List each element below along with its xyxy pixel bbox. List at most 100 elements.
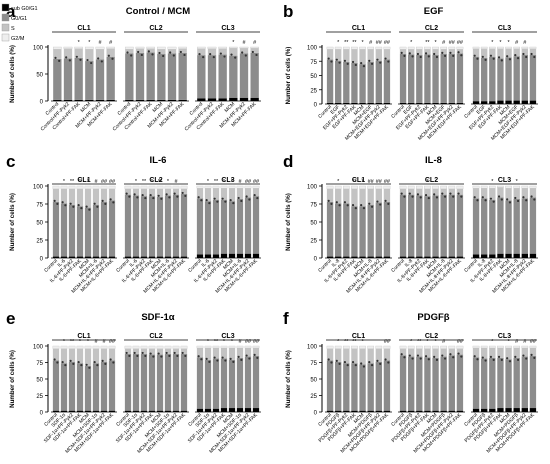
replicate-dot (354, 207, 357, 210)
replicate-dot (198, 53, 201, 56)
bar-segment-g2m (68, 185, 76, 190)
replicate-dot (362, 207, 366, 210)
bar-segment-g2m (440, 185, 448, 190)
bar-segment-g2m (415, 46, 423, 50)
bar-segment-g2m (334, 185, 342, 190)
bar-segment-sub-g0g1 (218, 98, 227, 101)
replicate-dot (449, 192, 452, 195)
bar-segment-s (146, 48, 155, 53)
bar-segment-s (244, 347, 252, 357)
replicate-dot (351, 361, 355, 364)
bar-segment-s (220, 188, 228, 200)
bar-segment-g2m (108, 185, 116, 190)
bar-segment-g0g1 (252, 355, 260, 409)
bar-segment-g0g1 (375, 361, 382, 411)
legend-swatch (1, 23, 10, 32)
bar-segment-g0g1 (351, 206, 358, 257)
bar-segment-sub-g0g1 (326, 102, 334, 104)
significance-marker: # (515, 339, 519, 345)
bar-segment-s (335, 348, 342, 362)
bar-segment-g2m (407, 46, 415, 50)
significance-marker: * (507, 339, 510, 345)
bar-segment-s (252, 188, 260, 197)
bar-segment-sub-g0g1 (125, 99, 134, 101)
bar-segment-sub-g0g1 (416, 102, 423, 104)
significance-marker: ## (368, 179, 375, 185)
bar-segment-g0g1 (424, 196, 431, 257)
replicate-dot (419, 196, 422, 199)
bar-segment-s (156, 188, 164, 197)
bar-segment-g2m (74, 46, 83, 49)
bar-segment-g0g1 (351, 62, 358, 103)
significance-marker: # (242, 40, 246, 46)
significance-marker: * (491, 339, 494, 345)
bar-segment-s (440, 49, 447, 54)
legend-label: G2/M (11, 36, 25, 42)
significance-marker: * (361, 40, 364, 46)
bar-segment-g0g1 (383, 201, 391, 257)
bar-segment-g0g1 (204, 201, 212, 255)
bar-segment-s (424, 188, 431, 197)
bar-segment-sub-g0g1 (228, 253, 236, 258)
bar-segment-sub-g0g1 (172, 256, 180, 258)
replicate-dot (61, 361, 64, 364)
bar-segment-g0g1 (220, 358, 228, 409)
bar-segment-g2m (472, 46, 480, 49)
replicate-dot (128, 354, 131, 358)
replicate-dot (354, 364, 357, 367)
panel-letter: f (283, 309, 289, 328)
significance-marker: # (442, 40, 446, 46)
bar-segment-g2m (236, 345, 244, 349)
bar-segment-g2m (472, 185, 480, 189)
bar-segment-g0g1 (456, 354, 464, 411)
bar-segment-g2m (375, 185, 383, 190)
bar-segment-sub-g0g1 (416, 410, 423, 412)
bar-segment-s (228, 347, 236, 360)
replicate-dot (256, 196, 259, 200)
bar-segment-s (432, 348, 439, 358)
replicate-dot (169, 51, 172, 54)
replicate-dot (224, 200, 227, 203)
bar-segment-sub-g0g1 (236, 253, 244, 258)
bar-segment-g2m (432, 185, 439, 190)
replicate-dot (403, 356, 406, 359)
bar-segment-s (456, 49, 464, 54)
replicate-dot (362, 365, 366, 368)
replicate-dot (104, 202, 107, 205)
bar-segment-g2m (252, 185, 260, 189)
y-tick-label: 100 (307, 46, 318, 52)
bar-segment-s (92, 188, 100, 205)
bar-segment-g2m (351, 185, 358, 190)
bar-segment-g2m (60, 345, 68, 349)
bar-segment-g2m (236, 185, 244, 189)
replicate-dot (96, 364, 99, 367)
replicate-dot (176, 354, 179, 358)
replicate-dot (452, 356, 455, 359)
replicate-dot (419, 357, 422, 360)
bar-segment-g2m (326, 46, 334, 50)
bar-segment-s (383, 188, 391, 202)
bar-segment-g2m (334, 345, 342, 349)
bar-segment-sub-g0g1 (156, 410, 164, 412)
bar-segment-g0g1 (343, 61, 350, 103)
bar-segment-g0g1 (367, 363, 374, 411)
bar-segment-sub-g0g1 (513, 100, 520, 104)
bar-segment-s (228, 188, 236, 202)
bar-segment-sub-g0g1 (521, 408, 528, 412)
bar-segment-sub-g0g1 (440, 102, 447, 104)
replicate-dot (530, 353, 533, 356)
replicate-dot (443, 357, 447, 360)
bar-segment-g0g1 (481, 198, 488, 255)
category-label: EGF (403, 104, 415, 116)
significance-marker: * (491, 179, 494, 185)
replicate-dot (181, 351, 184, 355)
significance-marker: * (231, 339, 234, 345)
significance-marker: * (87, 339, 90, 345)
replicate-dot (157, 194, 160, 197)
bar-segment-sub-g0g1 (212, 408, 220, 412)
bar-segment-sub-g0g1 (448, 256, 455, 258)
significance-marker: * (434, 339, 437, 345)
bar-segment-g2m (456, 46, 464, 50)
bar-segment-s (424, 348, 431, 358)
y-tick-label: 75 (310, 60, 317, 66)
